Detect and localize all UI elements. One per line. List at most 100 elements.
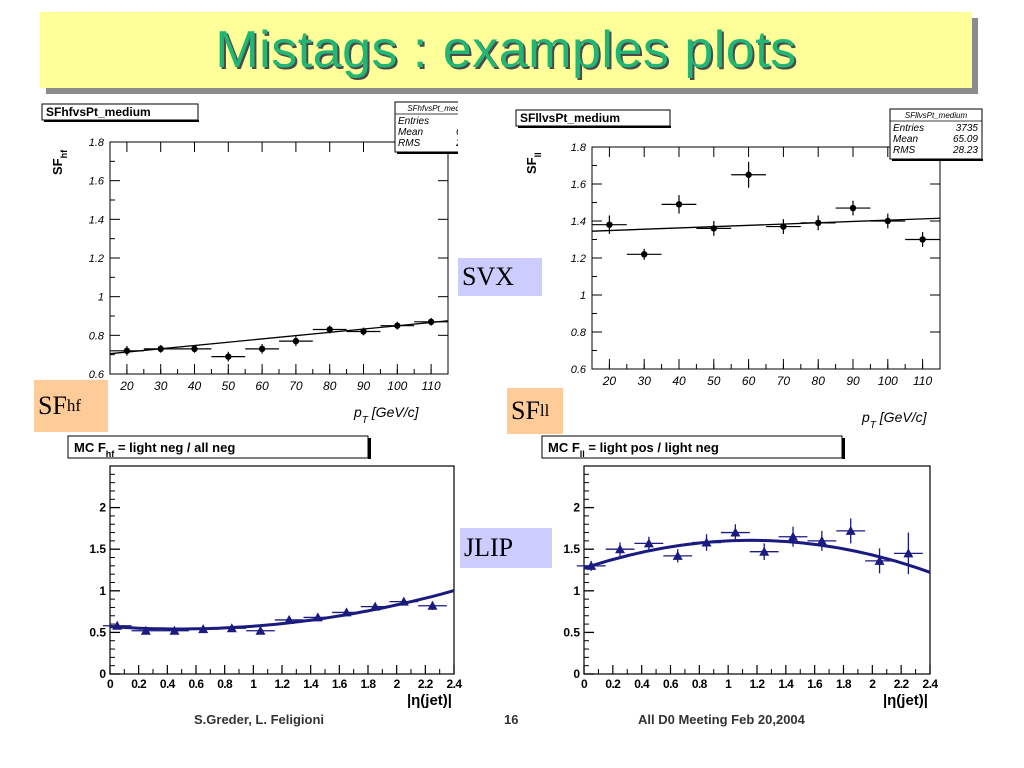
sfll-ylabel-sub: ll	[533, 152, 543, 157]
fll-xtick-label: 1	[725, 677, 732, 691]
fll-title-sub: ll	[580, 449, 585, 459]
chart-sfll: SFllvsPt_medium 0.6 0.8 1 1.2 1.4 1.6 1.8 20 30 40…	[515, 108, 983, 429]
sfll-data-point	[835, 200, 871, 216]
sfhf-ytick-label: 1.6	[89, 176, 105, 188]
chart-fhf-panel: MC Fhf = light neg / all neg 0 0.5 1 1.5 2 0 0.…	[60, 432, 470, 712]
fll-title: MC Fll = light pos / light neg	[548, 440, 719, 459]
sfll-xtick-label: 70	[777, 374, 791, 388]
sfll-point-marker	[675, 201, 683, 208]
fll-data-point	[778, 526, 808, 547]
sfhf-stats-value: 28.89	[455, 138, 458, 149]
sfll-stats-name: SFllvsPt_medium	[905, 111, 968, 120]
fll-xtick-label: 2.4	[923, 677, 939, 691]
footer-author: S.Greder, L. Feligioni	[194, 712, 325, 727]
sfll-point-marker	[606, 221, 613, 228]
chart-fhf: MC Fhf = light neg / all neg 0 0.5 1 1.5 2 0 0.…	[67, 435, 463, 709]
fll-xlabel: |η(jet)|	[883, 692, 928, 709]
sfll-data-point	[731, 161, 766, 188]
footer-page-number: 16	[504, 712, 519, 727]
chart-fll-panel: MC Fll = light pos / light neg 0 0.5 1 1.5 2 0…	[536, 432, 956, 712]
fll-xtick-label: 1.8	[836, 677, 852, 691]
sfll-data-point	[905, 232, 940, 247]
footer-meeting: All D0 Meeting Feb 20,2004	[638, 712, 805, 727]
fhf-xtick-label: 1	[250, 677, 257, 691]
sfhf-data-point	[380, 321, 415, 330]
fll-point-marker	[759, 546, 770, 556]
fll-ytick-label: 0	[573, 667, 580, 681]
fhf-data-point	[274, 614, 304, 624]
sfll-xtick-label: 30	[638, 374, 652, 388]
fhf-xlabel: |η(jet)|	[407, 692, 452, 709]
fhf-point-marker	[112, 620, 123, 630]
sfll-plot-frame	[591, 146, 941, 370]
fhf-plot-frame	[109, 465, 455, 675]
sfhf-xtick-label: 100	[387, 379, 407, 393]
fll-data-point	[749, 543, 779, 561]
fll-point-marker	[903, 548, 914, 558]
fll-ytick-label: 1.5	[563, 542, 580, 556]
sfhf-ylabel: SFhf	[50, 149, 69, 175]
sfll-data-point	[766, 219, 801, 234]
sfhf-xtick-label: 90	[357, 379, 371, 393]
fll-xtick-label: 0.4	[634, 677, 650, 691]
sfhf-xtick-label: 110	[422, 379, 441, 393]
fll-data-point	[576, 560, 606, 571]
fhf-data-point	[188, 624, 218, 634]
sfll-ytick-label: 0.6	[571, 364, 587, 376]
sfll-point-marker	[780, 223, 787, 230]
fll-ytick-label: 2	[573, 501, 580, 515]
sfll-stats-box	[889, 108, 983, 160]
sfll-xtick-label: 20	[602, 374, 617, 388]
fhf-point-marker	[341, 607, 352, 617]
sfll-point-marker	[849, 204, 857, 212]
sfll-xlabel-unit: [GeV/c]	[876, 409, 928, 425]
fll-point-marker	[586, 560, 597, 570]
fhf-xtick-label: 2.2	[418, 677, 434, 691]
sfll-stats-value: 65.09	[953, 134, 978, 145]
sfll-stats-value: 28.23	[952, 145, 978, 156]
sfhf-xtick-label: 30	[154, 379, 168, 393]
sfll-data-point	[870, 213, 906, 229]
sfll-ytick-label: 1	[580, 290, 586, 302]
fll-xtick-label: 1.2	[750, 677, 766, 691]
fhf-point-marker	[226, 623, 237, 633]
fhf-ytick-label: 0	[99, 667, 106, 681]
sfhf-stats-label: Entries	[398, 116, 429, 127]
fhf-xtick-label: 2.4	[447, 677, 463, 691]
sfhf-data-point	[211, 351, 246, 362]
fhf-ytick-label: 1.5	[89, 542, 106, 556]
fhf-xtick-label: 0.4	[160, 677, 176, 691]
svx-label-text: SVX	[462, 262, 515, 291]
sfhf-xtick-label: 50	[222, 379, 236, 393]
sfll-data-point	[626, 248, 662, 260]
sfll-fit-line	[591, 217, 941, 232]
jlip-label-text: JLIP	[464, 533, 514, 562]
sfhf-ytick-label: 1	[98, 292, 104, 304]
fhf-data-point	[217, 623, 247, 633]
sfll-stats-value: 3735	[956, 123, 979, 134]
fhf-point-marker	[140, 625, 151, 635]
fll-xtick-label: 1.4	[778, 677, 794, 691]
fll-data-point	[836, 518, 866, 544]
sfll-stats-label: Mean	[893, 134, 918, 145]
sfll-xlabel-sub: T	[870, 420, 877, 429]
sfhf-xtick-label: 20	[119, 379, 134, 393]
sfll-data-point	[696, 221, 732, 236]
sf-ll-label: SF ll	[507, 388, 563, 434]
fll-data-point	[893, 532, 923, 575]
fhf-point-marker	[398, 596, 409, 606]
sf-hf-label-main: SF	[38, 391, 67, 420]
fll-point-marker	[730, 527, 741, 537]
sfll-ytick-label: 1.6	[571, 179, 587, 191]
sfhf-point-marker	[292, 337, 300, 345]
fhf-point-marker	[370, 601, 381, 611]
fhf-point-marker	[312, 612, 323, 622]
fll-xtick-label: 0.6	[663, 677, 679, 691]
sfll-point-marker	[745, 171, 752, 178]
sfll-stats-label: Entries	[893, 123, 924, 134]
sfhf-point-marker	[191, 345, 198, 353]
fll-data-point	[663, 549, 693, 563]
sfll-ytick-label: 1.8	[571, 142, 587, 154]
sfhf-point-marker	[326, 326, 333, 333]
fhf-xtick-label: 1.8	[361, 677, 377, 691]
